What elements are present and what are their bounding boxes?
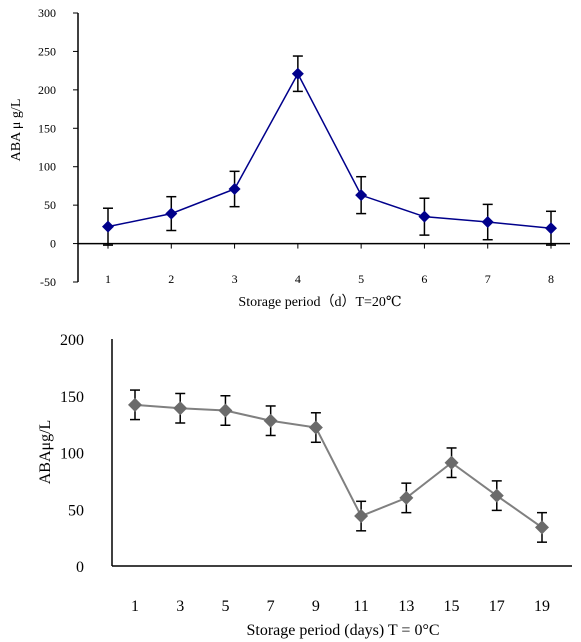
data-point	[418, 210, 431, 223]
y-tick-label: 200	[60, 332, 84, 349]
chart-bottom-y-axis-label: ABAμg/L	[37, 420, 54, 485]
series-line	[134, 403, 543, 529]
x-tick-label: 13	[398, 598, 414, 615]
x-tick-label: 6	[421, 272, 427, 286]
y-tick-label: 50	[68, 502, 84, 519]
chart-bottom-y-ticks: 0 50 100 150 200	[60, 332, 84, 576]
x-tick-label: 4	[295, 272, 301, 286]
chart-top-x-axis-label: Storage period（d）T=20℃	[238, 294, 401, 310]
x-tick-label: 5	[358, 272, 364, 286]
y-tick-label: 100	[38, 160, 56, 174]
y-tick-label: -50	[40, 275, 56, 289]
y-tick-label: 200	[38, 83, 56, 97]
x-tick-label: 7	[485, 272, 491, 286]
x-tick-label: 1	[131, 598, 139, 615]
chart-top-series	[102, 55, 557, 246]
x-tick-label: 9	[312, 598, 320, 615]
data-point	[228, 183, 241, 196]
x-tick-label: 1	[105, 272, 111, 286]
data-point	[444, 455, 459, 470]
chart-top-axes	[77, 13, 570, 282]
y-tick-label: 150	[60, 389, 84, 406]
x-tick-label: 3	[176, 598, 184, 615]
data-point	[102, 220, 114, 233]
y-tick-label: 50	[44, 198, 56, 212]
data-point	[218, 403, 233, 418]
y-tick-label: 150	[38, 121, 56, 135]
data-point	[308, 420, 323, 435]
chart-top: -50 0 50 100 150 200 250 300 1 2 3 4 5 6 7 8 Storage p…	[9, 6, 570, 310]
series-line	[107, 72, 552, 229]
y-tick-label: 100	[60, 446, 84, 463]
x-tick-label: 8	[548, 272, 554, 286]
data-point	[128, 397, 142, 412]
y-tick-label: 0	[76, 559, 84, 576]
data-point	[165, 207, 178, 220]
data-point	[481, 216, 494, 229]
data-point	[263, 413, 278, 428]
chart-top-x-ticks: 1 2 3 4 5 6 7 8	[105, 243, 554, 286]
data-point	[545, 222, 557, 235]
chart-bottom-axes	[111, 339, 572, 567]
chart-bottom-x-axis-label: Storage period (days) T = 0°C	[246, 622, 439, 639]
data-point	[354, 509, 369, 524]
x-tick-label: 7	[267, 598, 275, 615]
chart-bottom-x-ticks: 1 3 5 7 9 11 13 15 17 19	[131, 598, 550, 615]
y-tick-label: 0	[50, 237, 56, 251]
data-point	[173, 401, 188, 416]
data-point	[399, 490, 414, 505]
x-tick-label: 17	[489, 598, 505, 615]
data-point	[291, 67, 304, 80]
x-tick-label: 19	[534, 598, 550, 615]
data-point	[355, 189, 368, 202]
x-tick-label: 15	[444, 598, 460, 615]
x-tick-label: 3	[232, 272, 238, 286]
y-tick-label: 250	[38, 44, 56, 58]
chart-top-y-ticks: -50 0 50 100 150 200 250 300	[38, 6, 78, 289]
x-tick-label: 5	[221, 598, 229, 615]
data-point	[535, 520, 549, 535]
chart-bottom-series	[128, 389, 549, 543]
x-tick-label: 11	[353, 598, 368, 615]
x-tick-label: 2	[168, 272, 174, 286]
data-point	[489, 488, 504, 503]
chart-top-y-axis-label: ABA μ g/L	[9, 99, 24, 162]
y-tick-label: 300	[38, 6, 56, 20]
